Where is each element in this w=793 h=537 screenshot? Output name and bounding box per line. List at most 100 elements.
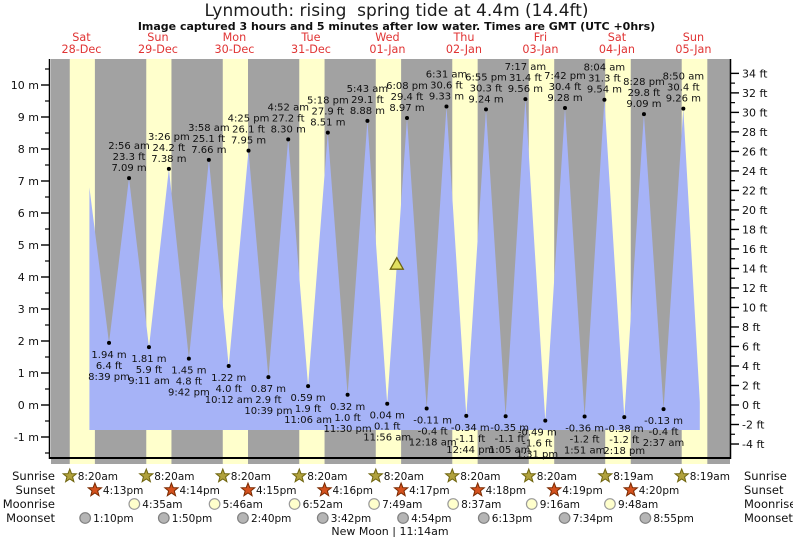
moonset-circle-icon (237, 512, 249, 524)
sunset-star-icon (393, 481, 410, 497)
tide-low-label: 1.81 m (131, 354, 166, 365)
moonrise-circle-icon (447, 498, 460, 510)
moonrise-time: 5:46am (223, 499, 263, 511)
tide-low-label: -0.35 m (490, 423, 529, 434)
moonset-time: 8:55pm (653, 513, 693, 525)
tide-high-label: 7:42 pm (544, 71, 586, 82)
sunrise-star-icon (291, 467, 308, 483)
tide-low-label: 12:18 am (409, 438, 457, 449)
day-header-name: Sat (608, 31, 627, 44)
tide-low-label: 1.94 m (91, 350, 126, 361)
sunset-star-icon (316, 481, 333, 497)
y-axis-label-ft: 2 ft (742, 379, 761, 392)
tide-low-label: -0.4 ft (418, 427, 448, 438)
sunrise-row-label-left: Sunrise (12, 469, 55, 483)
sunset-time: 4:19pm (562, 485, 602, 497)
tide-high-label: 3:58 am (188, 123, 230, 134)
tide-low-label: 0.04 m (370, 411, 405, 422)
tide-high-label: 4:25 pm (228, 114, 270, 125)
tide-high-label: 7:17 am (505, 62, 547, 73)
tide-low-label: -1.2 ft (609, 435, 639, 446)
sunset-row-label-right: Sunset (744, 483, 784, 497)
tide-low-label: 10:39 pm (244, 406, 292, 417)
y-axis-label-ft: 10 ft (742, 301, 768, 314)
y-axis-label-ft: 18 ft (742, 223, 768, 236)
sunrise-star-icon (214, 467, 231, 483)
y-axis-label-ft: 4 ft (742, 360, 761, 373)
tide-low-label: 11:56 am (363, 433, 411, 444)
moonset-time: 1:50pm (172, 513, 212, 525)
y-axis-label-ft: 12 ft (742, 282, 768, 295)
moonset-circle-icon (639, 512, 652, 524)
y-axis-label-ft: 30 ft (742, 106, 768, 119)
sunset-time: 4:17pm (409, 485, 449, 497)
tide-extreme-dot (503, 414, 508, 419)
day-header-name: Sun (147, 31, 168, 44)
y-axis-label-m: -1 m (14, 431, 39, 444)
sunset-star-icon (163, 481, 180, 497)
current-tide-marker (389, 256, 405, 270)
tide-low-label: -1.2 ft (570, 435, 600, 446)
tide-low-label: 4.0 ft (216, 384, 242, 395)
sunset-time: 4:18pm (486, 485, 526, 497)
tide-low-label: 1.45 m (171, 366, 206, 377)
y-axis-label-ft: 22 ft (742, 184, 768, 197)
tide-high-label: 7.09 m (111, 163, 146, 174)
tide-extreme-dot (306, 384, 311, 389)
moonrise-circle-icon (525, 498, 538, 510)
day-header-date: 01-Jan (369, 43, 405, 56)
tide-low-label: 1.0 ft (334, 413, 360, 424)
moonset-circle-icon (79, 512, 92, 524)
tide-low-label: 2:37 am (643, 438, 685, 449)
tide-extreme-dot (444, 104, 449, 109)
sunrise-time: 8:20am (537, 471, 577, 483)
tide-high-label: 7.38 m (151, 154, 186, 165)
sunset-time: 4:16pm (333, 485, 373, 497)
y-axis-label-ft: 6 ft (742, 340, 761, 353)
tide-low-label: 1.22 m (211, 373, 246, 384)
tide-low-label: 12:44 pm (446, 445, 494, 456)
tide-high-label: 30.4 ft (667, 83, 700, 94)
tide-high-label: 9.56 m (508, 84, 543, 95)
tide-low-label: 1:51 am (564, 446, 606, 457)
tide-high-label: 25.1 ft (192, 134, 225, 145)
page-subtitle: Image captured 3 hours and 5 minutes aft… (137, 20, 656, 33)
sunrise-star-icon (61, 467, 78, 483)
tide-low-label: 0.59 m (290, 393, 325, 404)
tide-extreme-dot (681, 106, 686, 111)
tide-low-label: 1:05 am (489, 445, 531, 456)
tide-extreme-dot (582, 414, 587, 419)
tide-extreme-dot (543, 418, 548, 423)
tide-high-label: 30.3 ft (470, 83, 503, 94)
tide-low-label: -1.6 ft (522, 439, 552, 450)
sunset-star-icon (546, 481, 563, 497)
tide-high-label: 8:28 pm (623, 77, 665, 88)
moonset-circle-icon (316, 512, 329, 524)
moonrise-time: 4:35am (142, 499, 182, 511)
tide-extreme-dot (523, 97, 528, 102)
tide-extreme-dot (127, 176, 132, 181)
tide-extreme-dot (146, 345, 151, 350)
moonset-time: 2:40pm (251, 513, 291, 525)
tide-high-label: 31.3 ft (588, 74, 621, 85)
moonset-time: 4:54pm (411, 513, 451, 525)
sunrise-star-icon (444, 467, 461, 483)
sunrise-row-label-right: Sunrise (744, 469, 787, 483)
tide-extreme-dot (266, 375, 271, 380)
tide-extreme-dot (325, 130, 330, 135)
tide-low-label: 4.8 ft (176, 377, 202, 388)
sunrise-star-icon (367, 467, 384, 483)
new-moon-annotation: New Moon | 11:14am (331, 525, 448, 537)
tide-high-label: 5:43 am (347, 84, 389, 95)
tide-high-label: 6:55 pm (465, 72, 507, 83)
tide-low-label: 11:30 pm (324, 424, 372, 435)
sunrise-time: 8:19am (690, 471, 730, 483)
moonrise-row-label-right: Moonrise (744, 497, 793, 511)
moonrise-time: 9:16am (540, 499, 580, 511)
moonset-row-label-right: Moonset (744, 511, 793, 525)
moonset-circle-icon (558, 512, 571, 524)
tide-low-label: -0.36 m (565, 424, 604, 435)
tide-high-label: 9.09 m (626, 99, 661, 110)
sunset-star-icon (86, 481, 103, 497)
day-header-date: 29-Dec (138, 43, 178, 56)
